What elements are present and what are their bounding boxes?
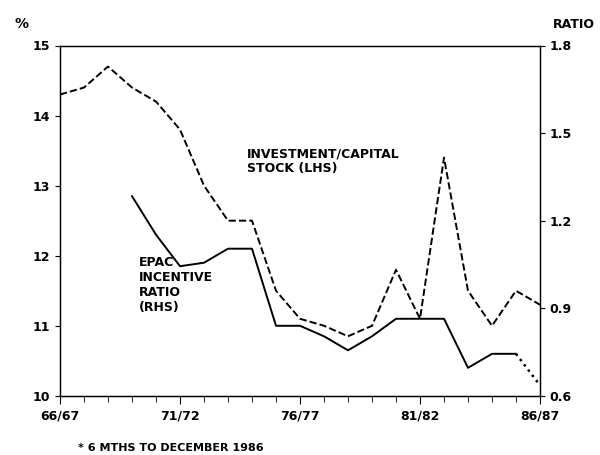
Text: RATIO: RATIO [553,19,595,31]
Text: * 6 MTHS TO DECEMBER 1986: * 6 MTHS TO DECEMBER 1986 [78,443,263,453]
Text: *: * [0,454,1,455]
Text: INVESTMENT/CAPITAL
STOCK (LHS): INVESTMENT/CAPITAL STOCK (LHS) [247,147,400,175]
Text: EPAC
INCENTIVE
RATIO
(RHS): EPAC INCENTIVE RATIO (RHS) [139,256,214,313]
Text: %: % [14,17,29,31]
